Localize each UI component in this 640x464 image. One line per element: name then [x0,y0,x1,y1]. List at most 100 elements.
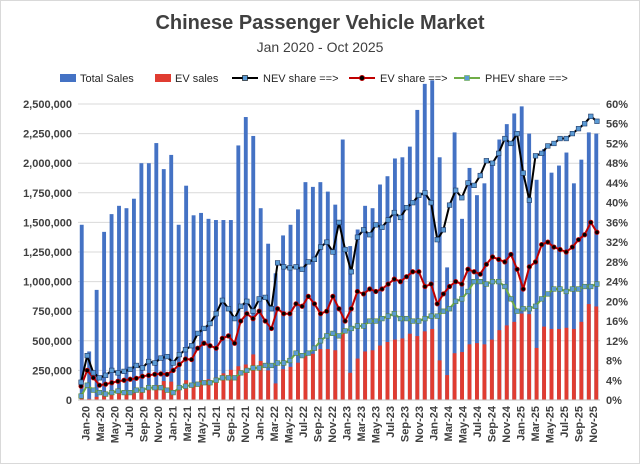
ev-share-point [459,281,465,287]
phev-share-point [588,283,594,290]
legend-label: Total Sales [80,73,134,85]
phev-share-point [348,325,354,332]
legend-marker [242,75,248,81]
total-sales-bar [355,229,360,400]
nev-share-point [158,355,164,361]
ev-share-point [225,333,232,339]
total-sales-bar [415,109,420,401]
ev-share-point [428,281,434,287]
x-axis-tick-label: Nov-21 [240,406,252,443]
phev-share-point [508,296,514,302]
total-sales-bar [445,267,450,400]
ev-share-point [330,293,336,299]
ev-share-point [256,308,262,314]
phev-share-point [232,375,238,381]
total-sales-bar [94,289,99,400]
phev-share-point [293,350,299,356]
total-sales-bar [519,106,524,401]
nev-share-point [520,170,526,176]
phev-share-point [182,383,189,389]
nev-share-point [189,343,195,349]
ev-sales-bar [482,344,487,400]
ev-sales-bar [489,339,494,400]
total-sales-bar [266,243,271,400]
phev-share-point [324,333,330,339]
ev-share-point [489,254,496,260]
nev-share-point [299,266,305,272]
ev-sales-bar [355,358,360,400]
ev-share-point [569,244,575,250]
ev-sales-bar [333,350,338,400]
total-sales-bar [318,182,323,400]
ev-share-point [201,340,207,346]
x-axis-tick-label: Nov-23 [414,406,426,443]
nev-share-point [201,325,207,332]
nev-share-point [287,265,293,271]
ev-share-point [281,311,287,317]
phev-share-point [213,377,219,383]
total-sales-bar [586,132,591,400]
nev-share-point [496,150,502,156]
total-sales-bar [475,195,479,400]
ev-sales-bar [378,345,382,400]
ev-share-point [557,246,563,253]
nev-share-point [416,192,422,198]
ev-sales-bar [87,398,92,400]
nev-share-point [594,118,600,124]
total-sales-bar [482,183,487,400]
nev-share-point [121,368,127,374]
ev-share-point [440,291,446,297]
ev-share-point [422,283,428,290]
phev-share-point [244,367,250,374]
nev-share-point [514,131,520,137]
phev-share-point [551,286,557,292]
total-sales-bar [534,179,539,400]
phev-share-point [459,296,465,302]
phev-share-point [268,362,275,369]
phev-share-point [489,278,496,285]
legend-marker [464,75,470,81]
left-axis-tick-label: 0 [66,395,72,407]
nev-share-point [379,224,385,230]
ev-sales-bar [385,341,390,400]
phev-share-point [152,385,158,391]
ev-sales-bar [542,326,547,400]
nev-share-point [471,182,477,189]
phev-share-point [330,330,336,337]
phev-share-point [569,286,575,292]
total-sales-bar [102,231,107,400]
nev-share-point [465,180,471,186]
ev-sales-bar [191,383,196,400]
phev-share-point [379,315,385,322]
nev-share-point [569,131,575,137]
phev-share-point [305,350,311,356]
x-axis-tick-label: Jul-22 [298,406,310,438]
nev-share-point [557,135,563,142]
phev-share-point [133,387,139,393]
ev-share-point [133,375,139,381]
ev-sales-bar [303,356,308,400]
right-axis-tick-label: 4% [606,375,622,387]
total-sales-bar [221,220,226,400]
ev-sales-bar [549,328,554,400]
nev-share-point [238,303,244,309]
ev-sales-bar [214,377,218,400]
nev-share-point [262,294,268,300]
ev-share-point [109,380,115,386]
right-axis-tick-label: 44% [606,178,628,190]
phev-share-point [422,315,428,322]
right-axis-tick-label: 56% [606,119,628,131]
ev-share-point [416,269,422,275]
ev-share-point [336,306,342,312]
total-sales-bar [169,154,174,400]
nev-share-point [133,362,139,369]
total-sales-bar [512,113,517,401]
phev-share-point [311,345,318,351]
x-axis-tick-label: Jul-25 [559,406,571,438]
phev-share-point [139,387,146,393]
phev-share-point [539,296,545,302]
total-sales-bar [236,145,241,400]
nev-share-point [385,217,391,223]
